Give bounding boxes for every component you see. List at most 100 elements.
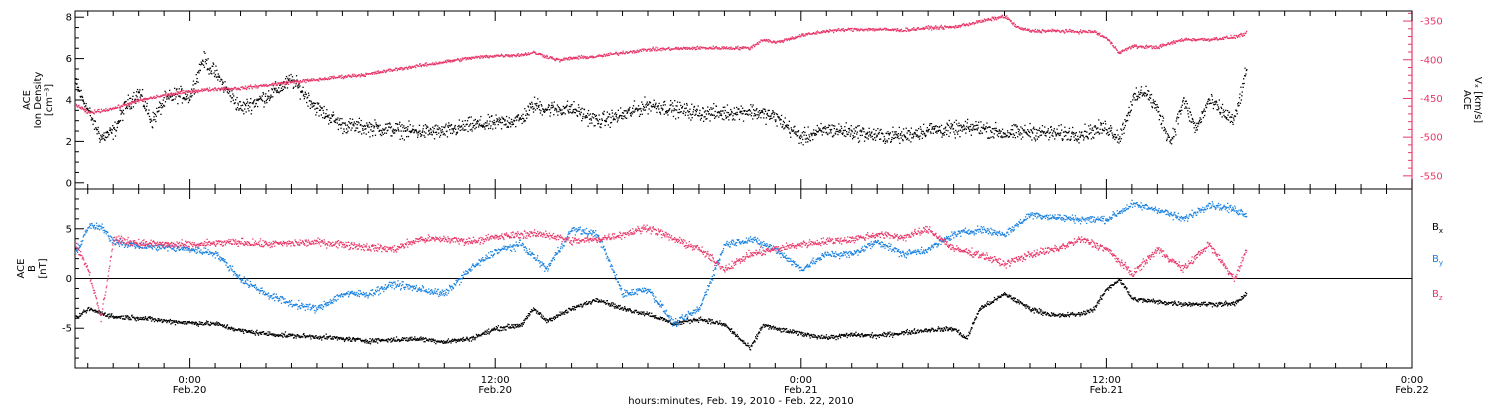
ion-density-series-point: [1144, 95, 1146, 97]
ion-density-series-point: [580, 108, 582, 111]
vx-series-point: [922, 27, 924, 29]
ion-density-series-point: [385, 127, 387, 129]
ion-density-series-point: [116, 126, 118, 129]
ion-density-series-point: [469, 124, 471, 126]
ion-density-series-point: [879, 138, 881, 140]
ion-density-series-point: [995, 121, 997, 124]
ion-density-series-point: [378, 125, 380, 128]
vx-series-point: [243, 87, 245, 89]
ion-density-series-point: [403, 125, 405, 127]
ion-density-series-point: [722, 110, 724, 112]
vx-series-point: [329, 75, 331, 78]
ion-density-series-point: [1070, 138, 1072, 140]
ion-density-series-point: [1221, 116, 1223, 118]
vx-series-point: [165, 93, 167, 95]
ion-density-series-point: [511, 124, 513, 126]
ion-density-series-point: [1222, 109, 1225, 111]
ion-density-series-point: [1171, 143, 1173, 145]
ion-density-series-point: [214, 74, 217, 76]
vx-series-point: [559, 60, 561, 62]
vx-series-point: [661, 47, 663, 49]
ion-density-series-point: [1181, 109, 1183, 111]
ion-density-series-point: [989, 126, 991, 128]
ion-density-series-point: [273, 87, 275, 89]
ion-density-series-point: [394, 132, 396, 134]
ion-density-series-point: [612, 115, 614, 117]
ion-density-series-point: [131, 100, 133, 103]
vx-series-point: [400, 68, 402, 70]
ion-density-series-point: [752, 118, 754, 120]
ion-density-series-point: [621, 112, 624, 114]
vx-series-point: [281, 81, 283, 84]
ion-density-series-point: [464, 120, 466, 122]
ion-density-series-point: [952, 128, 955, 130]
field-series-Bx-point: [90, 307, 92, 309]
vx-series-point: [233, 88, 235, 90]
ion-density-series-point: [733, 107, 735, 109]
ion-density-series-point: [556, 111, 558, 113]
vx-series-point: [826, 30, 828, 33]
vx-series-point: [696, 45, 699, 48]
vx-series-point: [505, 54, 508, 56]
ion-density-series-point: [784, 117, 786, 119]
vx-series-point: [960, 25, 963, 27]
vx-series-point: [364, 74, 366, 76]
ion-density-series-point: [452, 128, 454, 130]
ion-density-series-point: [446, 130, 448, 132]
ion-density-series-point: [806, 137, 808, 139]
vx-series-point: [1222, 37, 1224, 40]
ion-density-series-point: [794, 125, 796, 127]
ion-density-series-point: [285, 83, 287, 85]
ion-density-series-point: [618, 117, 620, 119]
ion-density-series-point: [124, 101, 126, 103]
ion-density-series-point: [1221, 103, 1224, 106]
vx-series-point: [556, 58, 559, 60]
ion-density-series-point: [617, 119, 619, 121]
ion-density-series-point: [1028, 131, 1031, 134]
ion-density-series-point: [222, 81, 224, 83]
vx-series-point: [1089, 31, 1091, 34]
ion-density-series-point: [699, 109, 701, 112]
ion-density-series-point: [437, 125, 439, 127]
ion-density-series-point: [1017, 136, 1019, 138]
ion-density-series-point: [786, 124, 788, 126]
field-series-Bx-point: [185, 321, 187, 323]
ion-density-series-point: [742, 120, 745, 122]
ion-density-series-point: [967, 118, 969, 121]
ion-density-series-point: [1208, 103, 1210, 105]
ion-density-series-point: [1231, 114, 1233, 116]
ion-density-series-point: [348, 127, 350, 129]
vx-series-point: [1203, 38, 1206, 40]
vx-series-point: [1185, 37, 1187, 39]
vx-series-point: [1160, 46, 1163, 48]
ion-density-series-point: [789, 132, 791, 135]
vx-series-point: [912, 28, 914, 30]
ion-density-series-point: [769, 117, 772, 120]
vx-series-point: [1036, 31, 1038, 33]
ion-density-series-point: [418, 130, 420, 133]
ion-density-series-point: [133, 91, 135, 94]
vx-series-point: [990, 18, 992, 20]
ion-density-series-point: [820, 122, 822, 125]
ion-density-series-point: [1036, 138, 1038, 140]
ion-density-series-point: [589, 122, 591, 124]
ion-density-series-point: [462, 123, 465, 126]
ion-density-series-point: [210, 70, 212, 72]
ion-density-series-point: [339, 117, 341, 120]
vx-series-point: [343, 75, 345, 78]
ion-density-series-point: [941, 133, 944, 135]
ion-density-series-point: [878, 133, 880, 135]
ion-density-series-point: [1146, 93, 1148, 95]
ion-density-series-point: [824, 128, 827, 130]
vx-series-point: [360, 75, 362, 77]
field-series-Bx-point: [166, 320, 168, 322]
vx-series-point: [801, 34, 803, 36]
field-series-Bx-point: [130, 318, 132, 321]
ion-density-series-point: [1096, 131, 1099, 133]
vx-series-point: [1070, 30, 1072, 32]
ion-density-series-point: [1127, 111, 1130, 114]
ion-density-series-point: [1230, 116, 1232, 118]
ion-density-series-point: [987, 137, 989, 139]
ion-density-series-point: [410, 131, 412, 134]
ion-density-series-point: [731, 119, 734, 121]
